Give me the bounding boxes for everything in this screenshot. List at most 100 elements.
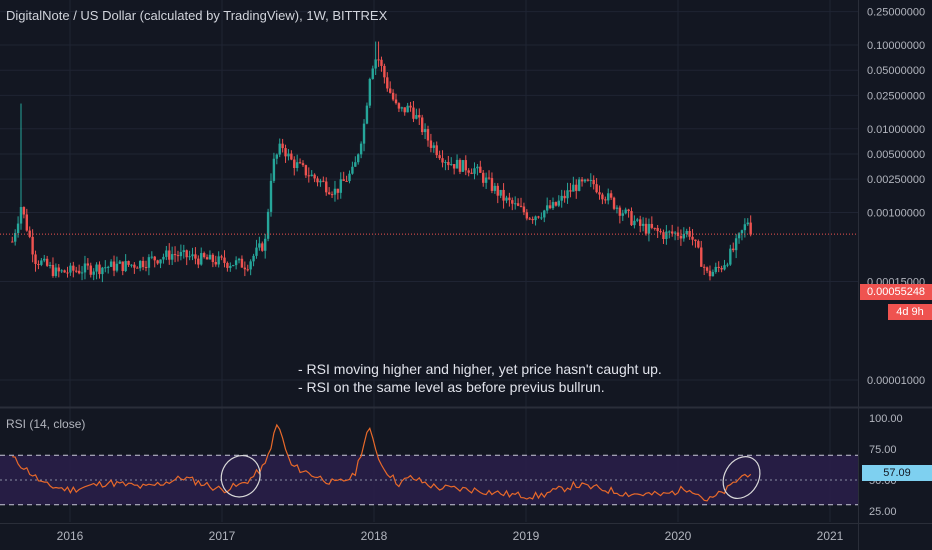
candle-body [505,197,508,201]
candle-body [717,266,720,268]
candle-body [83,263,87,273]
candle-body [168,250,171,260]
y-tick-label: 0.00250000 [867,174,925,186]
annotation-ellipse [722,456,761,499]
candle-body [618,207,622,216]
candle-body [499,189,502,196]
candle-body [80,272,84,274]
y-tick-label: 0.05000000 [867,65,925,77]
candle-body [543,210,546,218]
rsi-line [12,423,752,502]
candle-body [383,65,386,78]
candle-body [452,164,456,169]
candle-body [275,154,279,159]
candle-body [223,257,226,263]
candle-body [45,258,49,266]
candle-body [697,241,700,248]
candle-body [569,190,572,192]
candle-body [13,233,17,242]
candle-body [98,264,101,275]
candle-body [208,254,212,260]
candle-body [359,143,363,155]
y-tick-label: 0.00500000 [867,149,925,161]
candle-body [66,272,69,274]
candle-body [461,160,465,172]
candle-body [51,264,55,276]
candle-body [641,223,645,226]
candle-body [694,239,697,242]
candle-body [458,159,462,172]
candle-body [101,267,104,275]
candle-body [191,254,194,257]
candle-body [197,258,200,265]
candle-body [595,184,598,193]
candle-body [624,209,627,214]
candle-body [426,129,430,141]
candle-body [650,223,654,228]
candle-body [726,264,729,266]
candle-body [670,231,674,234]
candle-body [531,218,534,221]
candle-body [729,248,732,265]
annotation-line-1: - RSI moving higher and higher, yet pric… [298,361,662,377]
candle-body [554,202,558,206]
candle-body [266,211,270,239]
candle-body [284,148,287,157]
candle-body [281,143,284,149]
candle-body [479,166,482,173]
candle-body [688,231,691,237]
candle-body [336,188,340,193]
candle-body [104,267,107,269]
x-tick-label: 2020 [665,529,692,543]
candle-body [639,219,642,226]
candle-body [441,158,444,163]
candle-body [455,159,459,169]
candle-body [310,174,313,177]
candle-body [179,252,183,257]
candle-body [205,257,209,260]
candle-body [705,267,709,271]
candle-body [185,250,188,258]
candle-body [545,205,549,211]
candle-body [400,107,404,109]
candle-body [682,233,686,239]
candle-body [586,179,590,181]
candle-body [11,241,14,243]
candle-body [450,164,453,166]
candle-body [298,162,302,164]
candle-body [496,185,499,196]
candle-body [589,179,592,181]
candle-body [604,199,607,201]
candle-body [43,258,46,261]
y-tick-label: 0.10000000 [867,40,925,52]
candle-body [313,174,316,179]
candle-body [138,260,142,269]
candle-body [528,218,531,220]
candle-body [551,202,555,209]
candle-body [327,192,331,195]
candle-body [563,195,566,199]
candle-body [136,267,139,269]
y-tick-label: 0.25000000 [867,7,925,19]
candle-body [162,256,165,260]
candle-body [598,192,601,195]
x-tick-label: 2018 [361,529,388,543]
candle-body [319,180,322,183]
candle-body [69,265,72,273]
candle-body [540,217,543,219]
candle-body [566,190,569,199]
candle-body [487,177,491,179]
y-tick-label: 0.01000000 [867,124,925,136]
rsi-indicator-label[interactable]: RSI (14, close) [6,417,86,431]
candle-body [89,265,92,275]
candle-body [211,254,215,262]
candle-body [615,207,619,209]
candle-body [519,205,523,207]
candle-body [252,255,255,262]
candle-body [182,250,185,253]
candle-body [57,267,60,272]
candle-body [493,185,497,191]
candle-body [48,264,52,266]
candle-body [357,154,360,163]
